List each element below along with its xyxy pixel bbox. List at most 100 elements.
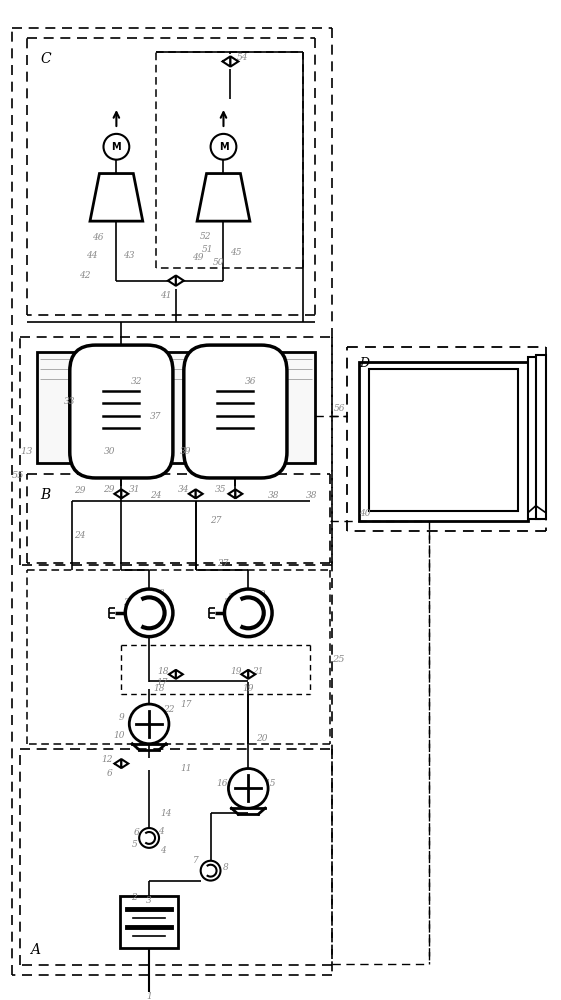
FancyBboxPatch shape (70, 345, 173, 478)
Text: 5: 5 (131, 840, 137, 849)
Text: 21: 21 (252, 667, 264, 676)
Bar (536, 355, 546, 519)
Text: M: M (112, 142, 121, 152)
Polygon shape (223, 56, 231, 67)
Polygon shape (241, 670, 249, 679)
Circle shape (201, 861, 220, 881)
Polygon shape (228, 489, 236, 498)
Circle shape (103, 134, 129, 160)
Polygon shape (188, 489, 196, 498)
Text: M: M (219, 142, 228, 152)
Polygon shape (121, 759, 128, 768)
Text: 6: 6 (107, 769, 112, 778)
Circle shape (224, 589, 272, 637)
Text: 10: 10 (114, 731, 125, 740)
Text: 26: 26 (227, 593, 238, 602)
Text: 33: 33 (64, 397, 76, 406)
Polygon shape (168, 275, 176, 286)
Bar (360, 362, 528, 521)
Text: 3: 3 (146, 896, 152, 905)
Text: 11: 11 (180, 764, 191, 773)
Text: 34: 34 (178, 485, 190, 494)
Bar (369, 369, 518, 511)
Bar (121, 896, 178, 948)
Text: 7: 7 (193, 856, 199, 865)
Polygon shape (176, 275, 184, 286)
Text: 56: 56 (334, 404, 345, 413)
Bar (37, 352, 315, 463)
Text: 19: 19 (242, 684, 254, 693)
Text: 30: 30 (104, 447, 115, 456)
Text: 55: 55 (12, 471, 25, 480)
Text: 18: 18 (153, 684, 165, 693)
Circle shape (210, 134, 236, 160)
Text: 16: 16 (217, 779, 228, 788)
Text: 18: 18 (153, 589, 165, 598)
Circle shape (125, 589, 173, 637)
Text: 23: 23 (123, 598, 135, 607)
Text: 46: 46 (92, 233, 103, 242)
Text: 25: 25 (332, 655, 344, 664)
Text: 38: 38 (268, 491, 280, 500)
Text: 35: 35 (215, 485, 226, 494)
Text: 24: 24 (74, 531, 85, 540)
Text: 19: 19 (231, 667, 242, 676)
Text: 1: 1 (146, 992, 152, 1000)
Text: 42: 42 (79, 271, 90, 280)
Polygon shape (121, 489, 128, 498)
Text: 17: 17 (180, 700, 191, 709)
Polygon shape (114, 489, 121, 498)
Text: 51: 51 (202, 245, 213, 254)
Text: 44: 44 (86, 251, 98, 260)
Text: A: A (30, 943, 40, 957)
Text: B: B (40, 488, 50, 502)
Text: 31: 31 (128, 485, 140, 494)
Circle shape (129, 704, 169, 744)
Text: 19: 19 (255, 590, 266, 599)
Text: 39: 39 (180, 447, 191, 456)
Polygon shape (114, 759, 121, 768)
Text: 50: 50 (213, 258, 224, 267)
Text: 38: 38 (306, 491, 318, 500)
Text: 41: 41 (160, 291, 172, 300)
Polygon shape (90, 174, 142, 221)
Text: 14: 14 (160, 809, 172, 818)
Text: 27: 27 (217, 559, 228, 568)
Text: 12: 12 (102, 755, 113, 764)
Text: 53: 53 (200, 214, 211, 223)
Text: 29: 29 (103, 485, 114, 494)
Text: 52: 52 (200, 232, 211, 241)
Text: 2: 2 (131, 893, 137, 902)
Text: 43: 43 (123, 251, 135, 260)
Polygon shape (236, 489, 242, 498)
Polygon shape (196, 489, 203, 498)
Polygon shape (249, 670, 255, 679)
Text: 4: 4 (158, 827, 164, 836)
Text: 32: 32 (131, 377, 142, 386)
Polygon shape (231, 56, 238, 67)
Text: 22: 22 (163, 705, 174, 714)
Text: 9: 9 (118, 713, 124, 722)
Polygon shape (169, 670, 176, 679)
Text: 24: 24 (150, 491, 162, 500)
Text: 29: 29 (74, 486, 85, 495)
Text: 49: 49 (192, 253, 204, 262)
Text: 36: 36 (245, 377, 256, 386)
Text: 54: 54 (237, 53, 248, 62)
Text: C: C (40, 52, 50, 66)
Bar (528, 357, 540, 519)
Text: 4: 4 (160, 846, 166, 855)
Text: 45: 45 (229, 248, 241, 257)
Text: 13: 13 (20, 447, 33, 456)
Text: 6: 6 (134, 828, 139, 837)
Text: 27: 27 (210, 516, 221, 525)
Circle shape (139, 828, 159, 848)
Text: 17: 17 (157, 678, 168, 687)
Text: 15: 15 (264, 779, 276, 788)
Polygon shape (176, 670, 183, 679)
Text: 37: 37 (150, 412, 162, 421)
Circle shape (228, 769, 268, 808)
Text: 28: 28 (223, 598, 234, 607)
Text: 47: 47 (94, 214, 105, 223)
Text: 48: 48 (94, 199, 105, 208)
